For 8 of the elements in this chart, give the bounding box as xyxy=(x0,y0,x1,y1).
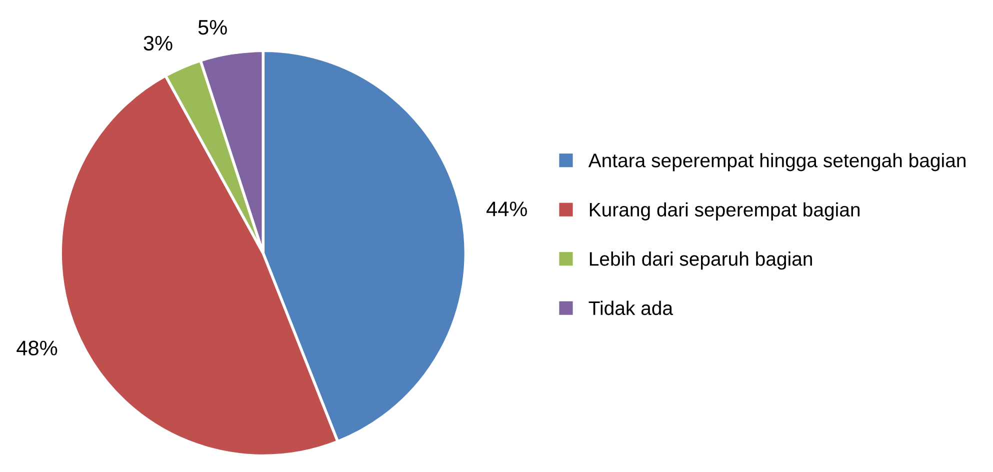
data-label: 3% xyxy=(144,36,172,51)
data-label: 48% xyxy=(16,340,58,356)
legend-label: Tidak ada xyxy=(588,300,674,316)
legend-label: Antara seperempat hingga setengah bagian xyxy=(588,153,966,172)
legend-label: Kurang dari seperempat bagian xyxy=(590,202,860,220)
legend-label: Lebih dari separuh bagian xyxy=(590,252,812,270)
data-label: 5% xyxy=(198,20,227,35)
data-label: 44% xyxy=(486,202,527,216)
